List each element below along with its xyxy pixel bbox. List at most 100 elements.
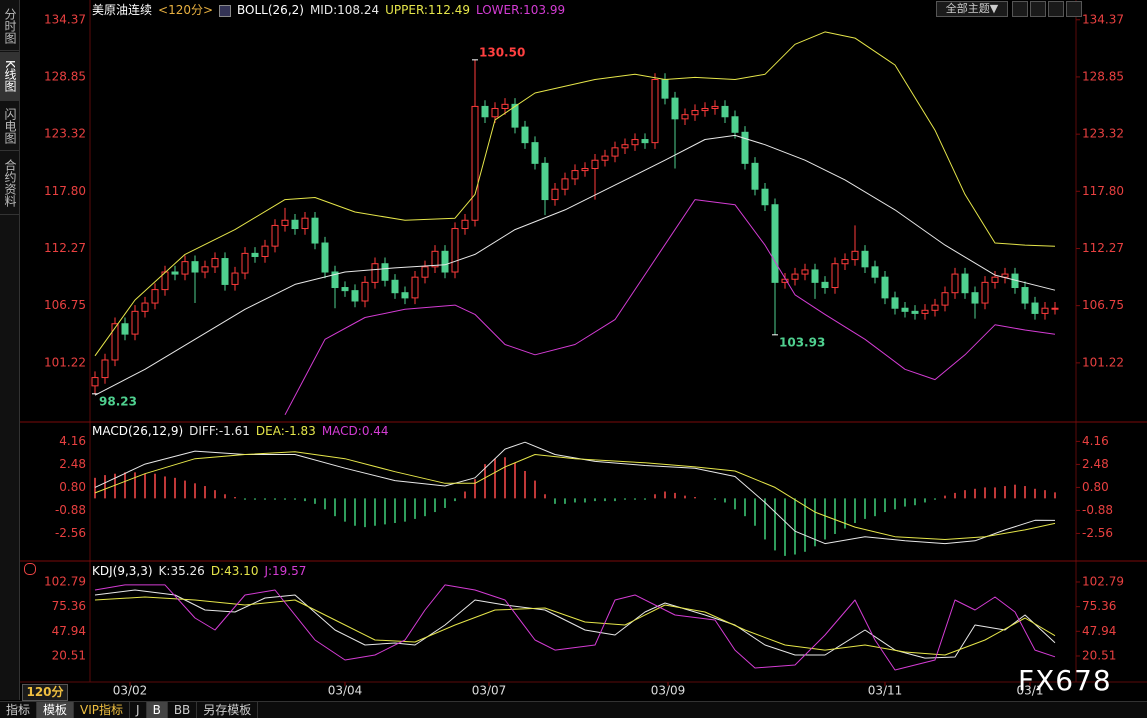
- annotation: 130.50: [479, 45, 525, 59]
- x-tick-label: 03/07: [472, 684, 507, 698]
- tab[interactable]: J: [130, 702, 147, 718]
- candle-body: [991, 276, 999, 283]
- y-tick-label: 106.75: [44, 298, 86, 312]
- candle-body: [791, 273, 799, 280]
- instrument: 美原油连续: [92, 3, 153, 17]
- y-tick-label: 106.75: [1082, 298, 1124, 312]
- tab[interactable]: VIP指标: [74, 702, 131, 718]
- y-tick-label: 112.27: [1082, 241, 1124, 255]
- candle-body: [601, 155, 609, 161]
- candle-body: [461, 219, 469, 230]
- candle-body: [971, 292, 979, 304]
- period[interactable]: <120分>: [158, 3, 214, 17]
- candle-body: [1041, 307, 1049, 314]
- x-tick-label: 03/02: [113, 684, 148, 698]
- y-tick-label: 123.32: [44, 127, 86, 141]
- y-tick-label: 20.51: [1082, 648, 1116, 662]
- theme-button[interactable]: 全部主题▼: [936, 1, 1008, 17]
- tab[interactable]: BB: [168, 702, 198, 718]
- indicator-line: [94, 451, 1056, 540]
- tab[interactable]: K线图: [0, 52, 19, 101]
- x-tick-label: 03/11: [868, 684, 903, 698]
- tab[interactable]: 指标: [0, 702, 38, 718]
- candle-body: [231, 272, 239, 285]
- y-tick-label: 4.16: [59, 434, 86, 448]
- candle-body: [871, 266, 879, 278]
- y-tick-label: 134.37: [1082, 12, 1124, 26]
- candle-body: [491, 107, 499, 118]
- candle-body: [521, 126, 529, 144]
- legend: K:35.26: [158, 564, 205, 578]
- chart: 134.37 134.37 128.85 128.85 123.32 123.32 117.…: [20, 0, 1147, 698]
- candle-body: [241, 252, 249, 274]
- legend: UPPER:112.49: [385, 3, 470, 17]
- candle-body: [801, 269, 809, 275]
- legend: MACD:0.44: [321, 424, 389, 438]
- candle-body: [321, 242, 329, 273]
- indicator[interactable]: MACD(26,12,9): [92, 424, 184, 438]
- indicator[interactable]: KDJ(9,3,3): [92, 564, 153, 578]
- candle-body: [531, 142, 539, 164]
- legend: DIFF:-1.61: [189, 424, 250, 438]
- y-tick-label: 101.22: [1082, 355, 1124, 369]
- candle-body: [291, 219, 299, 230]
- candle-body: [281, 219, 289, 226]
- tab[interactable]: 另存模板: [197, 702, 259, 718]
- y-tick-label: 75.36: [52, 599, 86, 613]
- candle-body: [671, 97, 679, 120]
- candle-body: [641, 139, 649, 144]
- candle-body: [351, 290, 359, 302]
- y-tick-label: 47.94: [1082, 624, 1116, 638]
- y-tick-label: 128.85: [1082, 69, 1124, 83]
- y-tick-label: -2.56: [55, 526, 86, 540]
- indicator[interactable]: BOLL(26,2): [237, 3, 304, 17]
- candle-body: [381, 263, 389, 281]
- legend: MID:108.24: [309, 3, 380, 17]
- annotation: 98.23: [99, 394, 137, 408]
- tab[interactable]: 闪电图: [0, 102, 19, 151]
- candle-body: [821, 281, 829, 289]
- candle-body: [851, 250, 859, 261]
- candle-body: [891, 297, 899, 309]
- candle-body: [181, 261, 189, 275]
- tab[interactable]: 合约资料: [0, 152, 19, 215]
- candle-body: [761, 188, 769, 206]
- candle-body: [311, 217, 319, 244]
- candle-body: [421, 266, 429, 278]
- y-tick-label: 0.80: [59, 480, 86, 494]
- settings-icon[interactable]: [24, 563, 36, 575]
- indicator-line: [284, 199, 1056, 416]
- candle-body: [1021, 287, 1029, 304]
- x-tick-label: 03/1: [1017, 684, 1044, 698]
- legend: J:19.57: [264, 564, 307, 578]
- candle-body: [731, 116, 739, 133]
- watermark: FX678: [1018, 664, 1112, 697]
- indicator-line: [94, 31, 1056, 357]
- candle-body: [831, 263, 839, 289]
- candle-body: [371, 263, 379, 283]
- period-badge[interactable]: 120分: [22, 684, 68, 701]
- tab[interactable]: 模板: [37, 702, 75, 718]
- candle-body: [481, 105, 489, 118]
- candle-body: [951, 273, 959, 294]
- candle-body: [911, 310, 919, 314]
- indicator-line: [94, 441, 1056, 545]
- icon-button[interactable]: [1030, 1, 1046, 17]
- icon-button[interactable]: [1012, 1, 1028, 17]
- candle-body: [501, 103, 509, 109]
- kdj-header: KDJ(9,3,3) K:35.26 D:43.10 J:19.57: [92, 563, 306, 579]
- candle-body: [561, 178, 569, 190]
- icon-button[interactable]: [1066, 1, 1082, 17]
- candle-body: [691, 110, 699, 116]
- indicator-line: [94, 584, 1056, 671]
- candle-body: [811, 269, 819, 283]
- icon[interactable]: [219, 5, 232, 17]
- tab[interactable]: 分时图: [0, 2, 19, 51]
- tab[interactable]: B: [146, 702, 168, 718]
- candle-body: [431, 250, 439, 268]
- candle-body: [781, 278, 789, 283]
- icon-button[interactable]: [1048, 1, 1064, 17]
- legend: D:43.10: [210, 564, 259, 578]
- y-tick-label: -0.88: [1082, 503, 1113, 517]
